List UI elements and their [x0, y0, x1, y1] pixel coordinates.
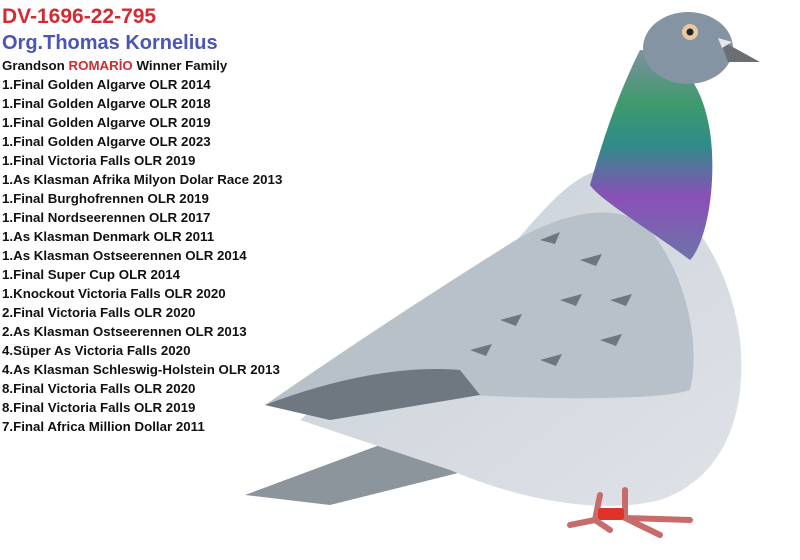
result-item: 1.Final Victoria Falls OLR 2019 — [2, 153, 196, 168]
result-item: 1.Final Golden Algarve OLR 2023 — [2, 134, 211, 149]
breeder-name: Org.Thomas Kornelius — [2, 32, 218, 54]
family-line: Grandson ROMARİO Winner Family — [2, 56, 282, 75]
result-item: 1.Knockout Victoria Falls OLR 2020 — [2, 286, 226, 301]
result-item: 2.As Klasman Ostseerennen OLR 2013 — [2, 324, 247, 339]
result-item: 1.Final Golden Algarve OLR 2019 — [2, 115, 211, 130]
result-item: 1.Final Golden Algarve OLR 2018 — [2, 96, 211, 111]
result-item: 1.Final Burghofrennen OLR 2019 — [2, 191, 209, 206]
results-list: 1.Final Golden Algarve OLR 2014 1.Final G… — [2, 75, 282, 436]
legs — [567, 487, 693, 538]
result-item: 7.Final Africa Million Dollar 2011 — [2, 419, 205, 434]
result-item: 8.Final Victoria Falls OLR 2019 — [2, 400, 196, 415]
ring-number: DV-1696-22-795 — [2, 5, 157, 28]
result-item: 1.As Klasman Denmark OLR 2011 — [2, 229, 215, 244]
result-item: 4.As Klasman Schleswig-Holstein OLR 2013 — [2, 362, 280, 377]
family-highlight: ROMARİO — [68, 58, 133, 73]
family-suffix: Winner Family — [136, 58, 228, 73]
result-item: 1.Final Golden Algarve OLR 2014 — [2, 77, 211, 92]
wing — [265, 212, 694, 420]
result-item: 8.Final Victoria Falls OLR 2020 — [2, 381, 196, 396]
result-item: 1.Final Super Cup OLR 2014 — [2, 267, 181, 282]
result-item: 4.Süper As Victoria Falls 2020 — [2, 343, 191, 358]
pedigree-text: DV-1696-22-795 Org.Thomas Kornelius Gran… — [2, 0, 282, 436]
result-item: 1.As Klasman Ostseerennen OLR 2014 — [2, 248, 247, 263]
beak — [720, 40, 760, 62]
head — [643, 12, 733, 84]
family-prefix: Grandson — [2, 58, 65, 73]
result-item: 1.As Klasman Afrika Milyon Dolar Race 20… — [2, 172, 283, 187]
result-item: 1.Final Nordseerennen OLR 2017 — [2, 210, 211, 225]
leg-ring — [598, 508, 624, 520]
result-item: 2.Final Victoria Falls OLR 2020 — [2, 305, 196, 320]
wing-bars — [470, 232, 632, 366]
neck — [590, 50, 713, 260]
